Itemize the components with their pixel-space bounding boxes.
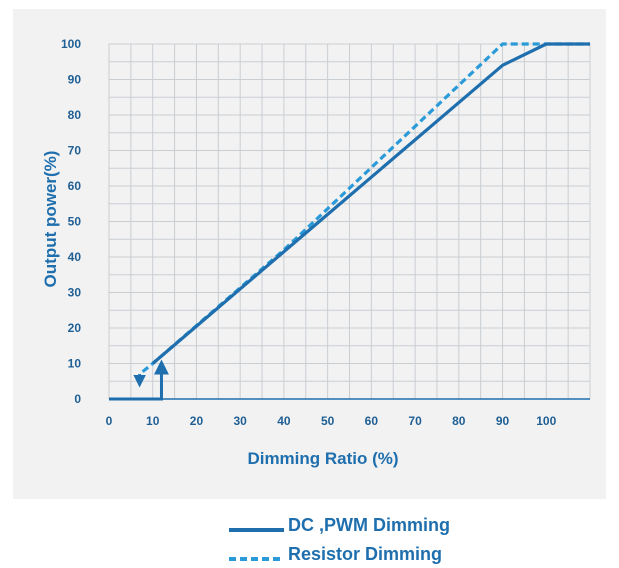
y-tick-label: 0 xyxy=(74,392,81,406)
chart-panel: 0 10 20 30 40 50 60 70 80 90 100 0 10 20 30 40 50 60 70 80… xyxy=(13,9,606,499)
series-line-dc-pwm-step xyxy=(109,359,169,401)
legend-label-resistor: Resistor Dimming xyxy=(288,543,443,564)
line-chart: 0 10 20 30 40 50 60 70 80 90 100 0 10 20 30 40 50 60 70 80… xyxy=(41,37,591,468)
x-tick-label: 20 xyxy=(190,414,204,428)
y-tick-label: 80 xyxy=(68,108,82,122)
y-tick-label: 60 xyxy=(68,179,82,193)
y-tick-label: 50 xyxy=(68,215,82,229)
y-tick-label: 70 xyxy=(68,144,82,158)
y-tick-label: 90 xyxy=(68,73,82,87)
y-tick-label: 100 xyxy=(61,37,81,51)
grid xyxy=(108,43,591,400)
y-tick-label: 20 xyxy=(68,321,82,335)
legend-item-resistor: Resistor Dimming xyxy=(228,542,588,566)
y-tick-label: 10 xyxy=(68,357,82,371)
x-tick-label: 80 xyxy=(452,414,466,428)
legend-swatch-dashed xyxy=(228,550,286,561)
x-axis-ticks: 0 10 20 30 40 50 60 70 80 90 100 xyxy=(106,414,557,428)
y-axis-title: Output power(%) xyxy=(41,151,60,288)
x-tick-label: 60 xyxy=(365,414,379,428)
x-tick-label: 70 xyxy=(408,414,422,428)
y-tick-label: 40 xyxy=(68,250,82,264)
x-tick-label: 40 xyxy=(277,414,291,428)
series-line-resistor-dimming xyxy=(138,42,590,382)
x-tick-label: 100 xyxy=(536,414,556,428)
legend-item-dc-pwm: DC ,PWM Dimming xyxy=(228,513,588,537)
y-tick-label: 30 xyxy=(68,286,82,300)
legend-label-dc-pwm: DC ,PWM Dimming xyxy=(288,514,450,535)
x-tick-label: 30 xyxy=(234,414,248,428)
x-tick-label: 50 xyxy=(321,414,335,428)
series-line-dc-pwm xyxy=(151,42,590,365)
y-axis-ticks: 0 10 20 30 40 50 60 70 80 90 100 xyxy=(61,37,81,406)
legend-swatch-solid xyxy=(228,521,286,532)
x-tick-label: 10 xyxy=(146,414,160,428)
x-tick-label: 0 xyxy=(106,414,113,428)
x-axis-title: Dimming Ratio (%) xyxy=(247,449,398,468)
x-tick-label: 90 xyxy=(496,414,510,428)
